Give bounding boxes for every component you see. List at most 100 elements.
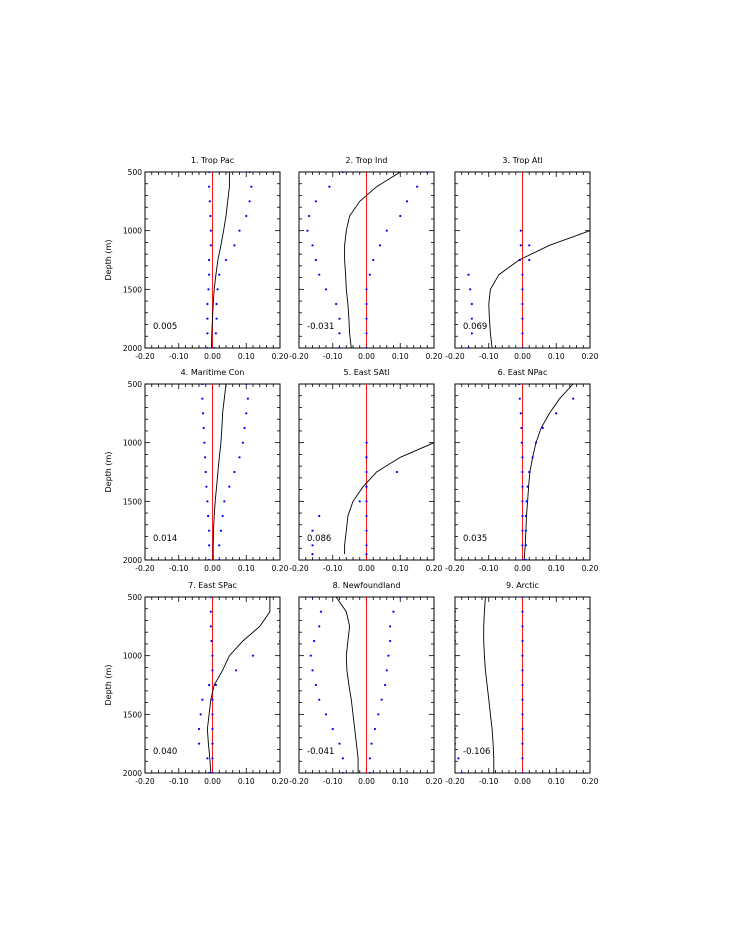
spread-upper-point: [278, 625, 280, 628]
panel-data: [455, 597, 524, 773]
y-axis-ticks: [145, 596, 280, 774]
spread-lower-point: [201, 412, 205, 415]
spread-upper-point: [228, 485, 231, 488]
panel-4: 4. Maritime Con -0.20 -0.10 0.00 0.10 0.20 500…: [104, 368, 289, 573]
spread-upper-point: [524, 544, 527, 547]
spread-upper-point: [373, 727, 377, 731]
panel-title: 1. Trop Pac: [191, 156, 234, 165]
spread-upper-point: [521, 625, 524, 628]
spread-lower-point: [311, 244, 314, 247]
spread-upper-point: [426, 172, 429, 174]
spread-lower-point: [311, 669, 314, 672]
spread-upper-point: [534, 441, 538, 444]
spread-lower-point: [365, 470, 368, 474]
panel-1: 1. Trop Pac -0.20 -0.10 0.00 0.10 0.20 500 1000…: [104, 156, 289, 361]
y-axis-ticks: [145, 383, 280, 561]
spread-upper-point: [365, 317, 368, 320]
spread-upper-point: [521, 610, 524, 613]
spread-upper-point: [365, 553, 368, 556]
panel-data: [311, 441, 434, 556]
spread-upper-point: [385, 229, 388, 232]
x-tick-label: 0.10: [548, 564, 565, 573]
spread-lower-point: [455, 625, 457, 628]
spread-lower-point: [469, 288, 472, 291]
panel-data: [518, 384, 590, 560]
x-tick-label: -0.10: [169, 777, 189, 786]
y-tick-label: 2000: [123, 344, 142, 353]
spread-lower-point: [201, 384, 204, 386]
spread-lower-point: [311, 529, 314, 532]
spread-lower-point: [210, 639, 213, 643]
spread-lower-point: [470, 302, 473, 306]
spread-upper-point: [215, 317, 218, 320]
y-tick-label: 1500: [123, 497, 142, 506]
spread-upper-point: [541, 426, 544, 430]
spread-lower-point: [521, 470, 524, 474]
spread-lower-point: [467, 273, 470, 276]
panel-8: 8. Newfoundland -0.20 -0.10 0.00 0.10 0.20 -0.…: [289, 581, 442, 786]
spread-lower-point: [208, 558, 211, 560]
x-tick-label: -0.10: [323, 777, 343, 786]
spread-lower-point: [521, 529, 524, 532]
x-tick-label: -0.10: [479, 352, 499, 361]
x-axis-ticks: [454, 384, 591, 560]
panel-title: 7. East SPac: [188, 581, 237, 590]
spread-lower-point: [211, 654, 214, 657]
spread-upper-point: [389, 639, 392, 643]
spread-upper-point: [218, 558, 221, 560]
spread-upper-point: [526, 485, 529, 488]
spread-upper-point: [521, 683, 524, 687]
x-tick-label: 0.00: [514, 777, 531, 786]
spread-lower-point: [211, 669, 214, 672]
spread-lower-point: [318, 514, 321, 518]
y-axis-label: Depth (m): [104, 240, 113, 281]
spread-upper-point: [223, 500, 226, 503]
panel-value-label: 0.014: [153, 534, 177, 544]
panel-title: 2. Trop Ind: [345, 156, 387, 165]
spread-lower-point: [519, 244, 522, 247]
spread-upper-point: [555, 412, 558, 415]
profile-line: [344, 442, 434, 555]
spread-upper-point: [416, 185, 419, 188]
spread-upper-point: [395, 470, 398, 474]
spread-upper-point: [525, 500, 528, 503]
spread-upper-point: [211, 713, 214, 716]
spread-upper-point: [219, 529, 223, 532]
spread-upper-point: [521, 317, 524, 320]
spread-upper-point: [238, 229, 241, 232]
spread-lower-point: [341, 757, 344, 760]
spread-upper-point: [214, 683, 217, 687]
spread-lower-point: [197, 742, 201, 745]
spread-lower-point: [521, 544, 524, 547]
spread-lower-point: [457, 757, 460, 760]
spread-lower-point: [520, 441, 523, 444]
x-tick-label: 0.10: [392, 564, 409, 573]
spread-lower-point: [206, 500, 209, 503]
panel-9: 9. Arctic -0.20 -0.10 0.00 0.10 0.20 -0.106: [445, 581, 598, 786]
panel-7: 7. East SPac -0.20 -0.10 0.00 0.10 0.20 500 100…: [104, 581, 289, 786]
spread-lower-point: [208, 185, 211, 188]
spread-lower-point: [206, 317, 209, 320]
spread-lower-point: [341, 172, 344, 174]
panel-data: [467, 229, 590, 348]
spread-upper-point: [377, 713, 380, 716]
spread-upper-point: [524, 529, 527, 532]
spread-lower-point: [521, 558, 524, 560]
y-tick-label: 1000: [123, 227, 142, 236]
x-tick-label: 0.00: [358, 564, 375, 573]
spread-lower-point: [208, 200, 211, 203]
spread-upper-point: [365, 441, 368, 444]
x-tick-label: -0.20: [135, 564, 155, 573]
spread-lower-point: [519, 412, 522, 415]
spread-upper-point: [521, 771, 524, 773]
x-tick-label: 0.10: [392, 352, 409, 361]
spread-upper-point: [218, 544, 221, 547]
spread-upper-point: [211, 698, 214, 701]
spread-upper-point: [368, 273, 371, 276]
x-tick-label: -0.10: [479, 564, 499, 573]
spread-lower-point: [455, 654, 457, 657]
spread-lower-point: [208, 544, 211, 547]
spread-upper-point: [524, 558, 527, 560]
spread-upper-point: [528, 258, 531, 262]
spread-lower-point: [208, 258, 211, 262]
